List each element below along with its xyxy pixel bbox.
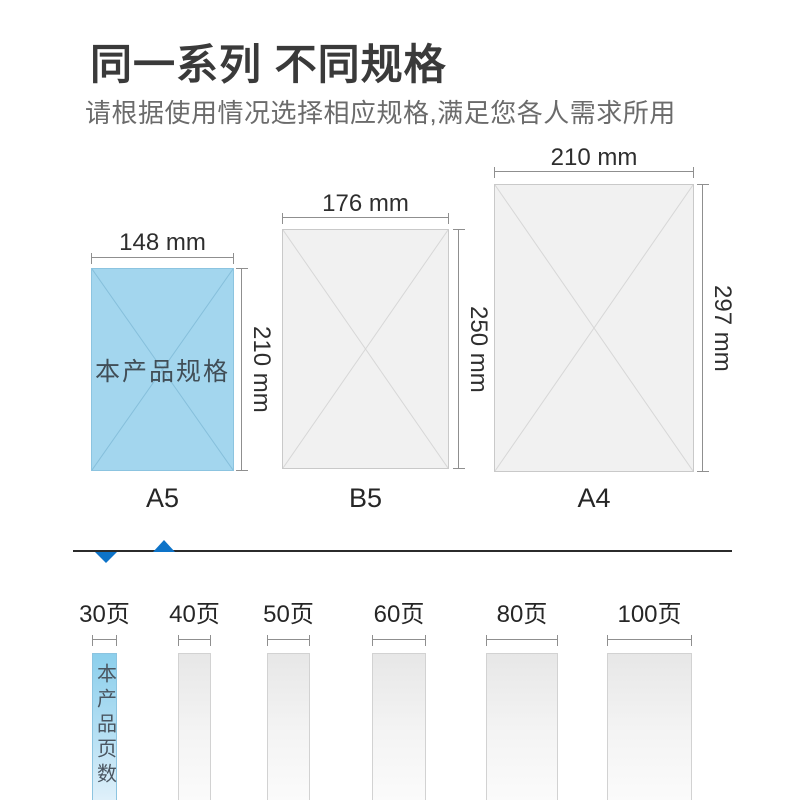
diagonal-cross-icon [92,269,233,470]
b5-height-dimension-line [453,229,465,469]
b5-width-label: 176 mm [322,190,409,217]
a5-height-label: 210 mm [248,326,275,413]
page-count-bar-50 [267,653,310,800]
up-triangle-icon [153,540,175,552]
dimension-tick [448,213,449,224]
diagonal-cross-icon [495,185,693,471]
dimension-tick [178,635,179,646]
b5-width-dimension-line [282,213,449,224]
dimension-tick [92,635,93,646]
dimension-tick [236,268,248,269]
section-divider [73,550,732,552]
dimension-tick [691,635,692,646]
dimension-tick [453,468,465,469]
b5-paper-box [282,229,449,469]
page-title: 同一系列 不同规格 [90,41,447,88]
dimension-tick [309,635,310,646]
dimension-tick [486,635,487,646]
product-page-note: 本产品页数 [93,663,116,788]
page-count-label-30: 30页 [79,601,130,628]
page-count-bar-100 [607,653,692,800]
dimension-tick [557,635,558,646]
dimension-tick [267,635,268,646]
dimension-tick [236,470,248,471]
page-count-bar-60 [372,653,426,800]
dimension-tick [372,635,373,646]
b5-size-name: B5 [348,483,383,513]
dimension-tick [607,635,608,646]
dimension-tick [116,635,117,646]
dimension-tick [693,167,694,178]
page-count-bar-40 [178,653,211,800]
page-subtitle: 请根据使用情况选择相应规格,满足您各人需求所用 [85,98,676,128]
a4-paper-box [494,184,694,472]
dimension-tick [453,229,465,230]
a4-height-dimension-line [697,184,709,472]
dimension-tick [210,635,211,646]
a4-width-dimension-line [494,167,694,178]
a4-size-name: A4 [577,483,611,513]
a5-width-dimension-line [91,253,234,264]
dimension-tick [494,167,495,178]
bar-width-dimension-line [267,635,310,646]
page-count-bar-30: 本产品页数 [92,653,117,800]
dimension-tick [697,184,709,185]
page-count-label-50: 50页 [263,601,314,628]
dimension-tick [233,253,234,264]
bar-width-dimension-line [92,635,117,646]
a5-height-dimension-line [236,268,248,471]
page-count-label-100: 100页 [617,601,682,628]
page-count-bar-80 [486,653,558,800]
bar-width-dimension-line [607,635,692,646]
dimension-tick [425,635,426,646]
a5-size-name: A5 [145,483,180,513]
a4-width-label: 210 mm [550,144,638,171]
page-count-label-40: 40页 [169,601,220,628]
a5-paper-box: 本产品规格 [91,268,234,471]
dimension-tick [282,213,283,224]
a5-width-label: 148 mm [119,229,206,256]
b5-height-label: 250 mm [465,305,492,393]
bar-width-dimension-line [178,635,211,646]
page-count-label-60: 60页 [373,601,425,628]
dimension-tick [91,253,92,264]
down-triangle-icon [95,552,117,563]
a4-height-label: 297 mm [709,284,736,372]
a5-product-note: 本产品规格 [94,357,230,386]
bar-width-dimension-line [372,635,426,646]
dimension-tick [697,471,709,472]
page-count-label-80: 80页 [496,601,548,628]
diagonal-cross-icon [283,230,448,468]
bar-width-dimension-line [486,635,558,646]
